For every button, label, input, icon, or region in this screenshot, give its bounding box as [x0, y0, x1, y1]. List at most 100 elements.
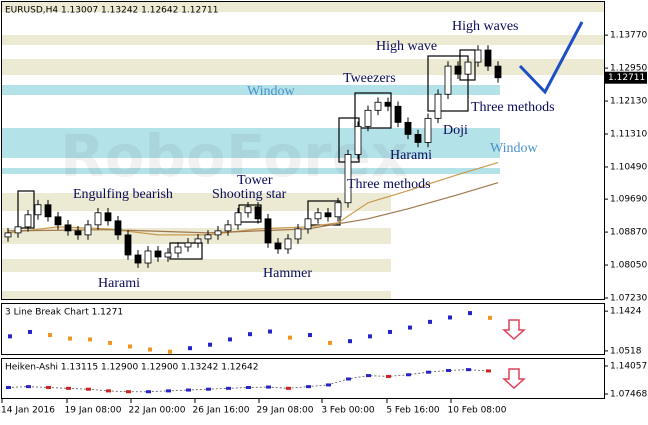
- header: EURUSD,H4 1.13007 1.13242 1.12642 1.1271…: [5, 6, 218, 16]
- y-tick-label: 1.07230: [610, 293, 647, 303]
- heiken-ashi-bar: [466, 368, 471, 372]
- y-tick-label: 1.08870: [610, 228, 647, 238]
- candle-body: [134, 254, 142, 264]
- annotation: Three methods: [471, 100, 555, 115]
- heiken-ashi-bar: [26, 385, 31, 389]
- panel-frames: [1, 1, 605, 399]
- price-tag: [605, 71, 647, 84]
- y-tick-label: 1.12950: [610, 64, 647, 74]
- x-tick-label: 10 Feb 08:00: [447, 406, 506, 416]
- candle-body: [384, 101, 392, 107]
- candle-body: [4, 232, 12, 238]
- price-tag-label: 1.12711: [608, 73, 645, 83]
- x-tick-label: 14 Jan 2016: [1, 406, 55, 416]
- annotation: Window: [490, 141, 539, 156]
- down-arrow: [502, 319, 526, 341]
- line-break-block: [208, 342, 212, 347]
- candle-body: [204, 234, 212, 240]
- line-break-block: [128, 344, 132, 349]
- heiken-ashi-bar: [186, 388, 191, 392]
- annotation: Harami: [98, 276, 140, 291]
- heiken-ashi-bar: [406, 373, 411, 377]
- candle-body: [84, 224, 92, 236]
- candle-body: [184, 242, 192, 248]
- candle-body: [454, 65, 462, 75]
- annotation: Doji: [443, 123, 468, 138]
- down-arrow: [502, 368, 526, 390]
- heiken-ashi-bar: [326, 383, 331, 387]
- heiken-ashi-bar: [346, 377, 351, 381]
- line-break-block: [68, 336, 72, 341]
- candle-body: [464, 61, 472, 75]
- candle-body: [114, 220, 122, 236]
- candle-body: [424, 117, 432, 143]
- heiken-ashi-bar: [46, 385, 51, 389]
- y-tick-label: 1.11310: [610, 130, 647, 140]
- candle-body: [194, 238, 202, 244]
- candle-body: [284, 238, 292, 250]
- candle-body: [324, 212, 332, 218]
- candle-body: [414, 134, 422, 143]
- x-tick-label: 22 Jan 00:00: [129, 406, 186, 416]
- candle-body: [434, 93, 442, 119]
- candle-body: [364, 109, 372, 127]
- heiken-ashi-bar: [246, 385, 251, 389]
- y-tick-label: 1.12130: [610, 97, 647, 107]
- line-break-block: [28, 329, 32, 334]
- candle-body: [494, 65, 502, 79]
- windows: [1, 85, 500, 174]
- line-break-block: [408, 325, 412, 330]
- line-break-block: [388, 329, 392, 334]
- heiken-ashi-bar: [426, 370, 431, 374]
- panel-title: 3 Line Break Chart 1.1271: [5, 308, 123, 318]
- heiken-ashi-bar: [66, 386, 71, 390]
- line-break-block: [468, 311, 472, 316]
- y-tick-label: 1.0518: [610, 346, 642, 356]
- heiken-ashi-bar: [206, 387, 211, 391]
- line-break-block: [248, 332, 252, 337]
- y-tick-label: 1.10490: [610, 162, 647, 172]
- candle-body: [24, 214, 32, 228]
- heiken-ashi-bar: [126, 390, 131, 394]
- candle-body: [154, 250, 162, 258]
- heiken-ashi-bar: [366, 374, 371, 378]
- candle-body: [274, 242, 282, 250]
- heiken-ashi-bar: [86, 387, 91, 391]
- candle-body: [74, 230, 82, 236]
- candle-body: [174, 246, 182, 254]
- moving-average: [7, 161, 499, 236]
- candle-body: [94, 212, 102, 226]
- line-break-block: [88, 337, 92, 342]
- candle-body: [294, 228, 302, 240]
- line-break-block: [328, 340, 332, 345]
- y-tick-label: 1.14057: [610, 362, 647, 372]
- line-break-block: [148, 347, 152, 352]
- candle-body: [314, 212, 322, 220]
- heiken-ashi-bar: [446, 368, 451, 372]
- annotation: Window: [247, 84, 296, 99]
- heiken-ashi-bar: [106, 389, 111, 393]
- line-break-block: [488, 315, 492, 320]
- candle-body: [14, 226, 22, 234]
- panel-title: Heiken-Ashi 1.13115 1.12900 1.12900 1.13…: [5, 363, 258, 373]
- annotation: Harami: [390, 148, 432, 163]
- x-tick-label: 5 Feb 16:00: [386, 406, 440, 416]
- candle-body: [404, 121, 412, 135]
- candle-body: [354, 125, 362, 155]
- candle-body: [334, 202, 342, 218]
- x-tick-label: 26 Jan 16:00: [193, 406, 250, 416]
- line-break-block: [288, 335, 292, 340]
- x-tick-label: 29 Jan 08:00: [257, 406, 314, 416]
- candle-body: [444, 65, 452, 95]
- candle-body: [164, 252, 172, 258]
- candle-body: [474, 49, 482, 63]
- y-tick-label: 1.09690: [610, 195, 647, 205]
- candle-body: [44, 204, 52, 218]
- annotation: Engulfing bearish: [73, 187, 173, 202]
- heiken-ashi-bar: [286, 386, 291, 390]
- y-tick-label: 1.08050: [610, 261, 647, 271]
- heiken-ashi-bar: [386, 374, 391, 378]
- candle-body: [34, 204, 42, 216]
- line-break-block: [368, 334, 372, 339]
- heiken-ashi-bar: [486, 369, 491, 373]
